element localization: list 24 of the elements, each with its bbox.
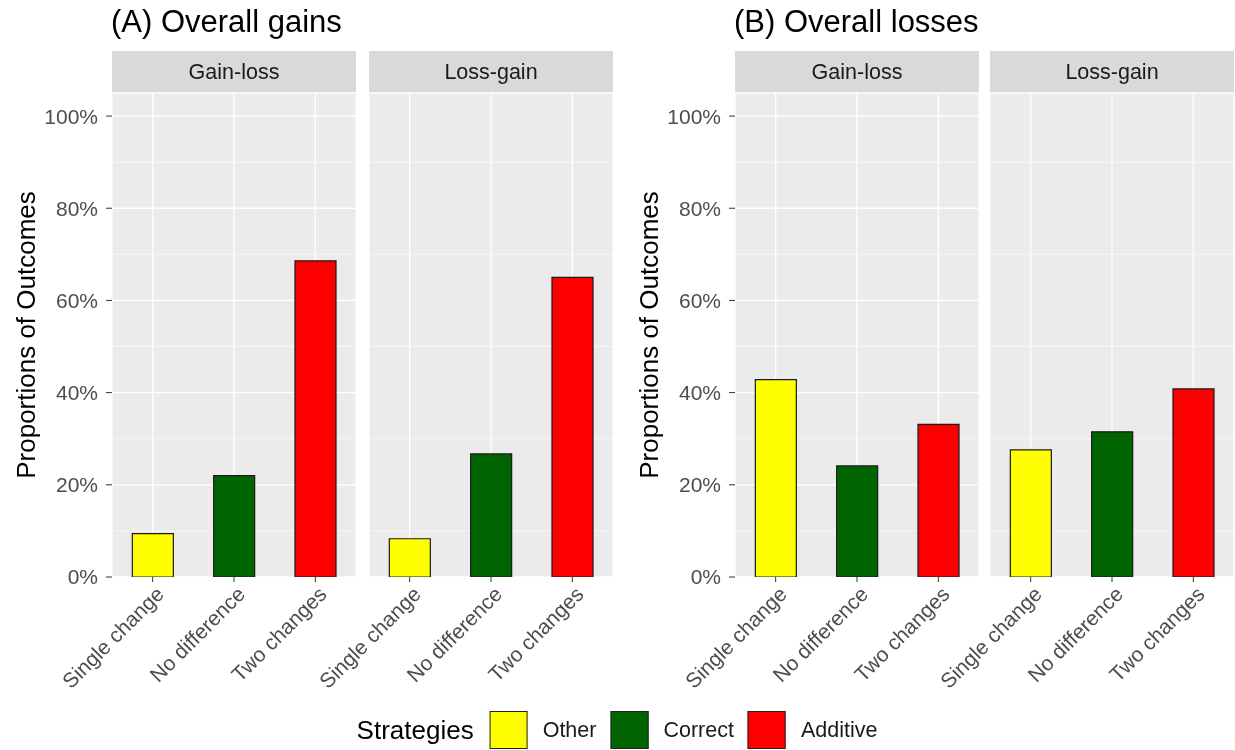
y-tick-label: 20% bbox=[55, 473, 98, 497]
legend-title: Strategies bbox=[356, 714, 474, 746]
chart-subtitle: Gain-loss bbox=[811, 59, 903, 85]
chart-subtitle: Loss-gain bbox=[1065, 59, 1159, 85]
y-axis-title: Proportions of Outcomes bbox=[634, 191, 664, 479]
legend-label: Other bbox=[542, 717, 597, 743]
y-tick-label: 40% bbox=[678, 381, 721, 405]
legend-label: Additive bbox=[800, 717, 878, 743]
legend-label: Correct bbox=[663, 717, 734, 743]
y-tick-label: 60% bbox=[678, 288, 721, 312]
y-tick-label: 0% bbox=[690, 565, 721, 589]
chart-title: (A) Overall gains bbox=[111, 4, 342, 39]
y-tick-label: 100% bbox=[667, 104, 721, 128]
y-tick-label: 40% bbox=[55, 381, 98, 405]
chart-subtitle: Loss-gain bbox=[444, 59, 538, 85]
chart-title: (B) Overall losses bbox=[734, 4, 979, 39]
y-axis-title: Proportions of Outcomes bbox=[11, 191, 41, 479]
y-tick-label: 60% bbox=[55, 288, 98, 312]
chart-subtitle: Gain-loss bbox=[188, 59, 280, 85]
y-tick-label: 80% bbox=[55, 196, 98, 220]
y-tick-label: 20% bbox=[678, 473, 721, 497]
y-tick-label: 100% bbox=[44, 104, 98, 128]
y-tick-label: 0% bbox=[67, 565, 98, 589]
y-tick-label: 80% bbox=[678, 196, 721, 220]
